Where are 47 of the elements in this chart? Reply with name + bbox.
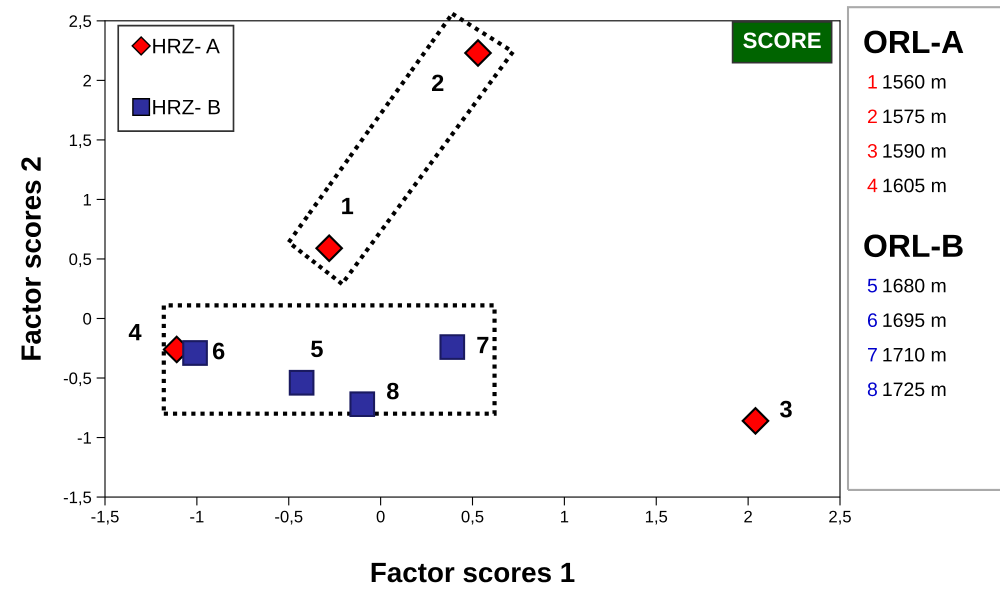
annotation: 8 (386, 382, 399, 400)
text: 7 1710 m (868, 348, 946, 362)
annotation: 2 (432, 74, 444, 92)
annotation: 5 (311, 340, 323, 358)
y-tick-label: 1,5 (70, 134, 92, 148)
text: ORL-A (864, 30, 964, 54)
y-tick-label: -1 (78, 432, 91, 444)
annotation: 3 (780, 400, 792, 418)
legend-label: HRZ- A (153, 38, 220, 54)
point (439, 334, 466, 360)
y-tick-label: 1 (84, 194, 91, 206)
x-tick-label: 1,5 (646, 510, 668, 524)
text: 3 1590 m (868, 144, 946, 158)
x-axis-title: Factor scores 1 (372, 562, 574, 582)
x-tick-label: 2 (744, 510, 752, 522)
annotation: 4 (128, 324, 142, 340)
annotation: SCORE (743, 32, 821, 48)
point (464, 39, 492, 67)
x-tick-label: 2,5 (829, 510, 851, 524)
text: 2 1575 m (868, 109, 946, 124)
x-tick-label: 0 (376, 510, 385, 522)
point (349, 391, 376, 418)
text: 1 1560 m (868, 74, 946, 89)
y-axis-title: Factor scores 2 (21, 157, 41, 360)
y-tick-label: 2,5 (69, 15, 92, 30)
point (315, 234, 343, 262)
text: 5 1680 m (868, 278, 946, 292)
point (288, 370, 314, 396)
y-tick-label: 0,5 (69, 253, 92, 268)
annotation: 1 (342, 198, 354, 214)
text: 8 1725 m (868, 382, 946, 396)
legend-label: HRZ- B (153, 100, 220, 114)
x-tick-label: 0,5 (462, 510, 484, 524)
point (742, 407, 770, 435)
annotation: 6 (212, 342, 224, 360)
y-tick-label: 0 (83, 312, 92, 325)
point (182, 340, 208, 366)
text: 4 1605 m (867, 178, 946, 192)
text: 6 1695 m (868, 313, 946, 328)
y-tick-label: 2 (83, 74, 91, 86)
x-tick-label: 1 (561, 510, 568, 522)
annotation: 7 (477, 336, 488, 354)
x-tick-label: -0,5 (275, 510, 302, 524)
y-tick-label: -1,5 (64, 492, 92, 506)
y-tick-label: -0,5 (64, 372, 92, 386)
text: ORL-B (864, 234, 963, 258)
x-tick-label: -1 (190, 510, 204, 522)
